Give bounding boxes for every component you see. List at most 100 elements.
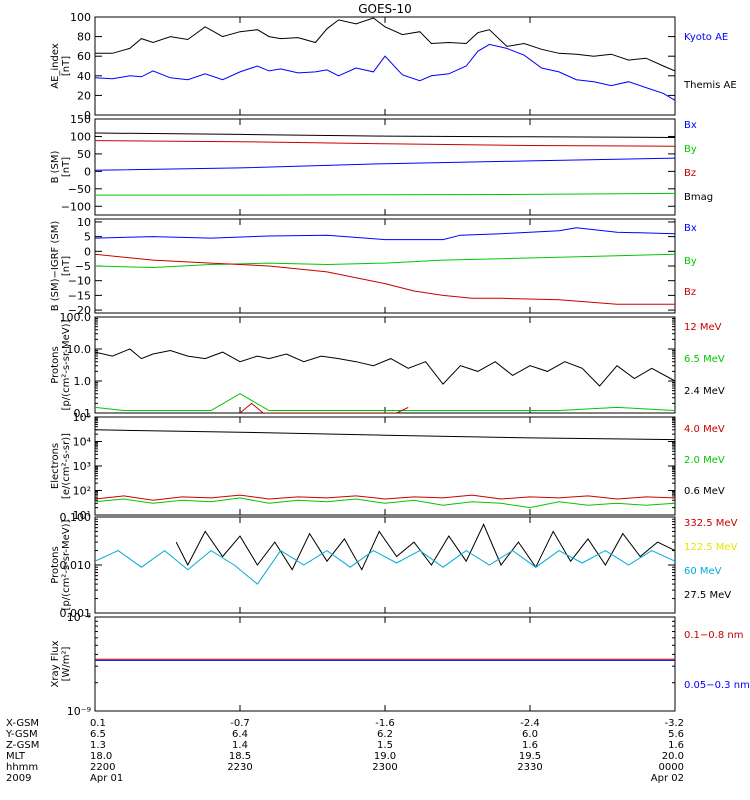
legend-entry: 332.5 MeV xyxy=(684,518,738,529)
legend-entry: 0.05−0.3 nm xyxy=(684,680,750,691)
y-tick-label: 40 xyxy=(77,70,91,83)
y-tick-label: −10 xyxy=(68,275,91,288)
legend-entry: 6.5 MeV xyxy=(684,354,725,365)
y-tick-label: 100 xyxy=(70,130,91,143)
ephemeris-row-label: Y-GSM xyxy=(5,729,38,740)
legend-entry: Bz xyxy=(684,287,696,298)
y-tick-label: 60 xyxy=(77,50,91,63)
ephemeris-value: 20.0 xyxy=(662,751,684,762)
y-axis-label: Xray Flux[W/m²] xyxy=(50,640,72,687)
ephemeris-value: 2200 xyxy=(90,762,115,773)
series-line-bx xyxy=(95,227,675,241)
series-line-12-mev xyxy=(239,402,409,413)
y-tick-label: 0.1 xyxy=(74,407,92,420)
legend-entry: 2.0 MeV xyxy=(684,455,725,466)
ephemeris-row-label: X-GSM xyxy=(6,718,39,729)
ephemeris-row-label: MLT xyxy=(6,751,26,762)
y-tick-label: 20 xyxy=(77,89,91,102)
y-tick-label: 10⁴ xyxy=(73,436,92,449)
y-tick-label: 80 xyxy=(77,31,91,44)
y-axis-label: Protons[p/(cm²-s-sr-MeV)] xyxy=(50,319,72,410)
y-axis-label: Protons[p/(cm²-s-sr-MeV)] xyxy=(50,519,72,610)
series-line-0-6-mev xyxy=(95,429,675,441)
series-line-4-0-mev xyxy=(95,494,675,501)
y-tick-label: 100.0 xyxy=(60,311,92,324)
y-tick-label: −15 xyxy=(68,289,91,302)
y-tick-label: 50 xyxy=(77,148,91,161)
series-line-bz xyxy=(95,253,675,305)
legend-entry: 0.6 MeV xyxy=(684,486,725,497)
y-tick-label: 0.001 xyxy=(60,607,92,620)
legend-entry: 0.1−0.8 nm xyxy=(684,630,743,641)
ephemeris-value: Apr 01 xyxy=(90,773,123,784)
legend-entry: By xyxy=(684,144,697,155)
y-tick-label: 10¹ xyxy=(73,509,91,522)
ephemeris-value: 6.2 xyxy=(377,729,393,740)
ephemeris-value: -2.4 xyxy=(520,718,540,729)
y-tick-label: −50 xyxy=(68,183,91,196)
legend-entry: Bmag xyxy=(684,192,713,203)
y-tick-label: −5 xyxy=(75,260,91,273)
ephemeris-value: 1.5 xyxy=(377,740,393,751)
ephemeris-table: X-GSMY-GSMZ-GSMMLThhmm20090.16.51.318.02… xyxy=(5,718,684,784)
y-tick-label: 10 xyxy=(77,216,91,229)
y-tick-label: 10³ xyxy=(73,460,91,473)
y-tick-label: 150 xyxy=(70,113,91,126)
ephemeris-value: 18.5 xyxy=(229,751,251,762)
figure-title: GOES-10 xyxy=(358,2,412,16)
y-tick-label: 10² xyxy=(73,485,91,498)
series-line-2-4-mev xyxy=(95,348,675,387)
y-tick-label: 0 xyxy=(84,245,91,258)
series-line-27-5-mev xyxy=(175,523,675,571)
y-axis-label: B (SM)−IGRF (SM)[nT] xyxy=(50,221,72,312)
legend-entry: 4.0 MeV xyxy=(684,424,725,435)
legend-entry: 2.4 MeV xyxy=(684,386,725,397)
series-line-kyoto-ae xyxy=(95,17,675,72)
series-line-themis-ae xyxy=(95,43,675,101)
y-tick-label: 0 xyxy=(84,165,91,178)
ephemeris-value: -1.6 xyxy=(375,718,395,729)
series-line-by xyxy=(95,253,675,269)
y-axis-label: AE_index[nT] xyxy=(50,43,72,89)
panel-ae: 0 20 40 60 80 100 AE_index[nT] Kyoto AE Themis A… xyxy=(50,11,737,122)
series-line-60-mev xyxy=(95,549,675,585)
ephemeris-value: 5.6 xyxy=(668,729,684,740)
series-line-bmag xyxy=(95,132,675,138)
ephemeris-value: 19.5 xyxy=(519,751,541,762)
ephemeris-row-label: 2009 xyxy=(6,773,31,784)
panel-protons_high: 0.001 0.010 0.100Protons[p/(cm²-s-sr-MeV)]… xyxy=(50,511,738,620)
legend-entry: 27.5 MeV xyxy=(684,590,731,601)
legend-entry: 12 MeV xyxy=(684,322,722,333)
panel-frame xyxy=(94,316,676,414)
ephemeris-row-label: Z-GSM xyxy=(6,740,39,751)
ephemeris-value: 6.5 xyxy=(90,729,106,740)
ephemeris-value: 2300 xyxy=(372,762,397,773)
panel-frame xyxy=(94,616,676,712)
series-line-by xyxy=(95,192,675,196)
legend-entry: Bz xyxy=(684,168,696,179)
ephemeris-value: 2330 xyxy=(517,762,542,773)
panel-frame xyxy=(94,16,676,116)
ephemeris-value: -0.7 xyxy=(230,718,250,729)
y-tick-label: 10.0 xyxy=(67,343,92,356)
panel-b_sm: −100 −50 0 50 100 150 B (SM)[nT] Bx By Bz Bmag xyxy=(50,113,713,216)
ephemeris-value: 1.3 xyxy=(90,740,106,751)
panel-b_igrf: −20 −15−10 −5 05 10 B (SM)−IGRF (SM)[nT] Bx By B… xyxy=(50,216,697,317)
legend-entry: 122.5 MeV xyxy=(684,542,738,553)
legend-entry: Themis AE xyxy=(683,80,737,91)
y-tick-label: −20 xyxy=(68,304,91,317)
panel-xray: 10⁻⁹ 10⁻⁸ Xray Flux[W/m²] 0.1−0.8 nm 0.05−0.… xyxy=(50,611,750,718)
y-tick-label: 10⁵ xyxy=(73,411,91,424)
y-tick-label: 0 xyxy=(84,109,91,122)
y-tick-label: 0.010 xyxy=(60,559,92,572)
ephemeris-value: 6.0 xyxy=(522,729,538,740)
ephemeris-value: 19.0 xyxy=(374,751,396,762)
y-tick-label: 10⁻⁸ xyxy=(67,611,92,624)
y-tick-label: 5 xyxy=(84,231,91,244)
y-tick-label: 10⁻⁹ xyxy=(67,705,91,718)
y-tick-label: −100 xyxy=(61,200,91,213)
y-axis-label: B (SM)[nT] xyxy=(50,150,72,183)
ephemeris-value: -3.2 xyxy=(664,718,684,729)
